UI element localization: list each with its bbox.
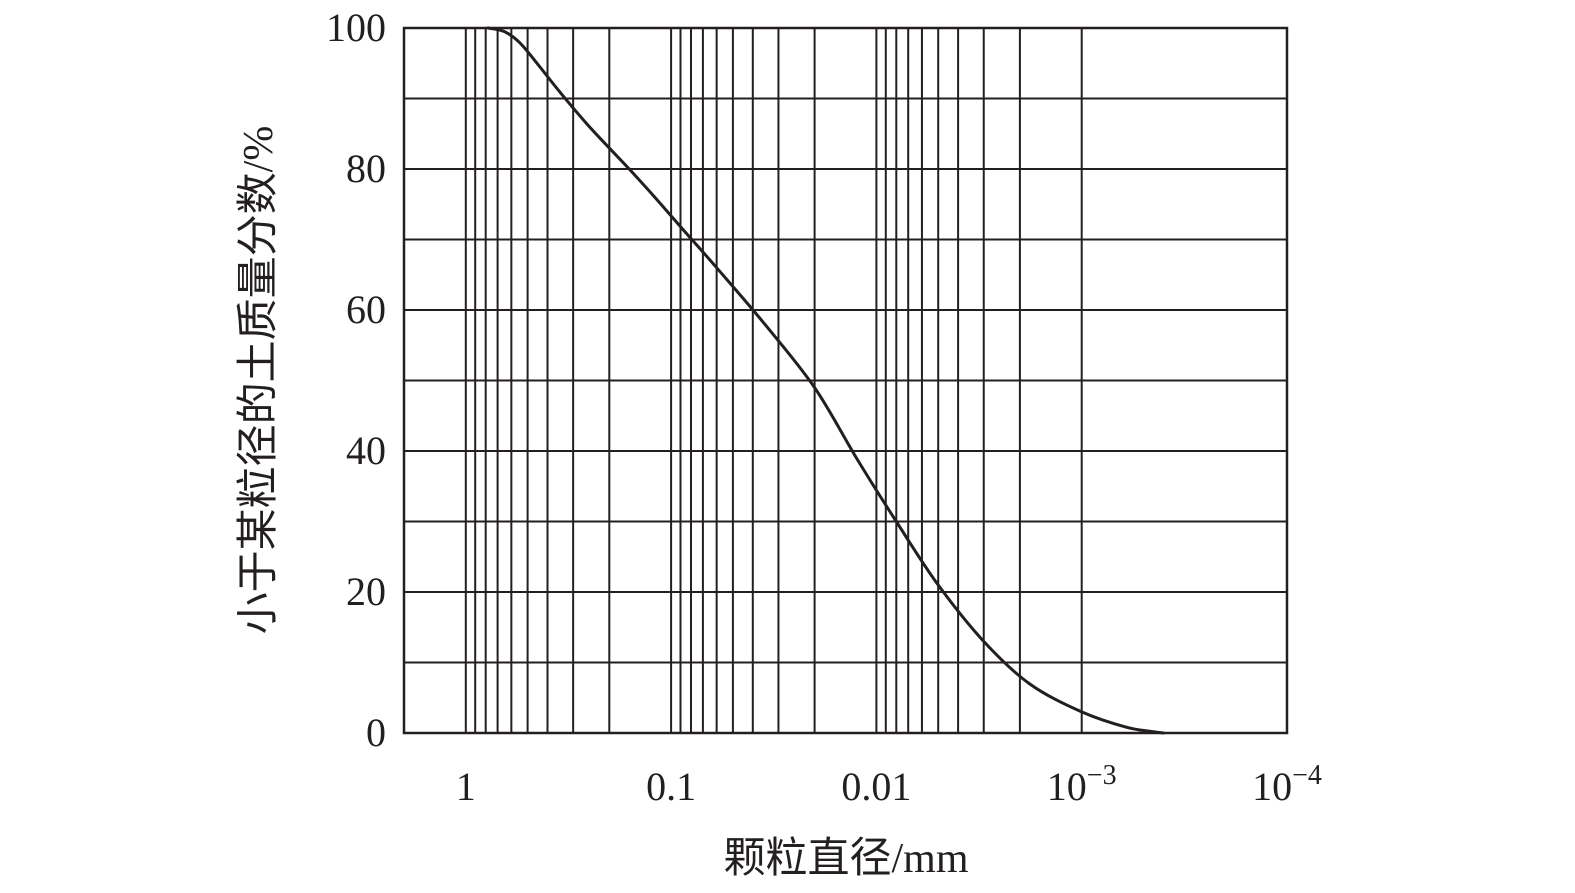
y-tick-label: 80 — [346, 146, 386, 191]
x-tick-label: 10−3 — [1047, 760, 1117, 809]
x-tick-label: 10−4 — [1252, 760, 1322, 809]
y-tick-label: 20 — [346, 569, 386, 614]
y-tick-label: 60 — [346, 287, 386, 332]
y-axis-title: 小于某粒径的土质量分数/% — [233, 126, 282, 635]
x-tick-label: 0.1 — [646, 764, 696, 809]
x-tick-label: 1 — [456, 764, 476, 809]
x-axis-title-main: 颗粒直径 — [723, 833, 891, 882]
x-tick-base: 10 — [1252, 764, 1292, 809]
x-axis-title-unit: /mm — [892, 836, 969, 882]
x-tick-base: 10 — [1047, 764, 1087, 809]
x-axis-title: 颗粒直径/mm — [723, 833, 968, 882]
x-tick-label: 0.01 — [841, 764, 911, 809]
chart-series — [486, 26, 1165, 735]
y-tick-label: 40 — [346, 428, 386, 473]
y-tick-label: 100 — [326, 5, 386, 50]
x-tick-exponent: −3 — [1087, 760, 1117, 791]
chart-grid — [402, 26, 1289, 735]
y-axis-title-main: 小于某粒径的土质量分数 — [233, 172, 282, 634]
grading-curve-line — [486, 26, 1165, 735]
x-tick-exponent: −4 — [1292, 760, 1322, 791]
y-axis-title-unit: /% — [236, 126, 282, 173]
y-tick-label: 0 — [366, 710, 386, 755]
